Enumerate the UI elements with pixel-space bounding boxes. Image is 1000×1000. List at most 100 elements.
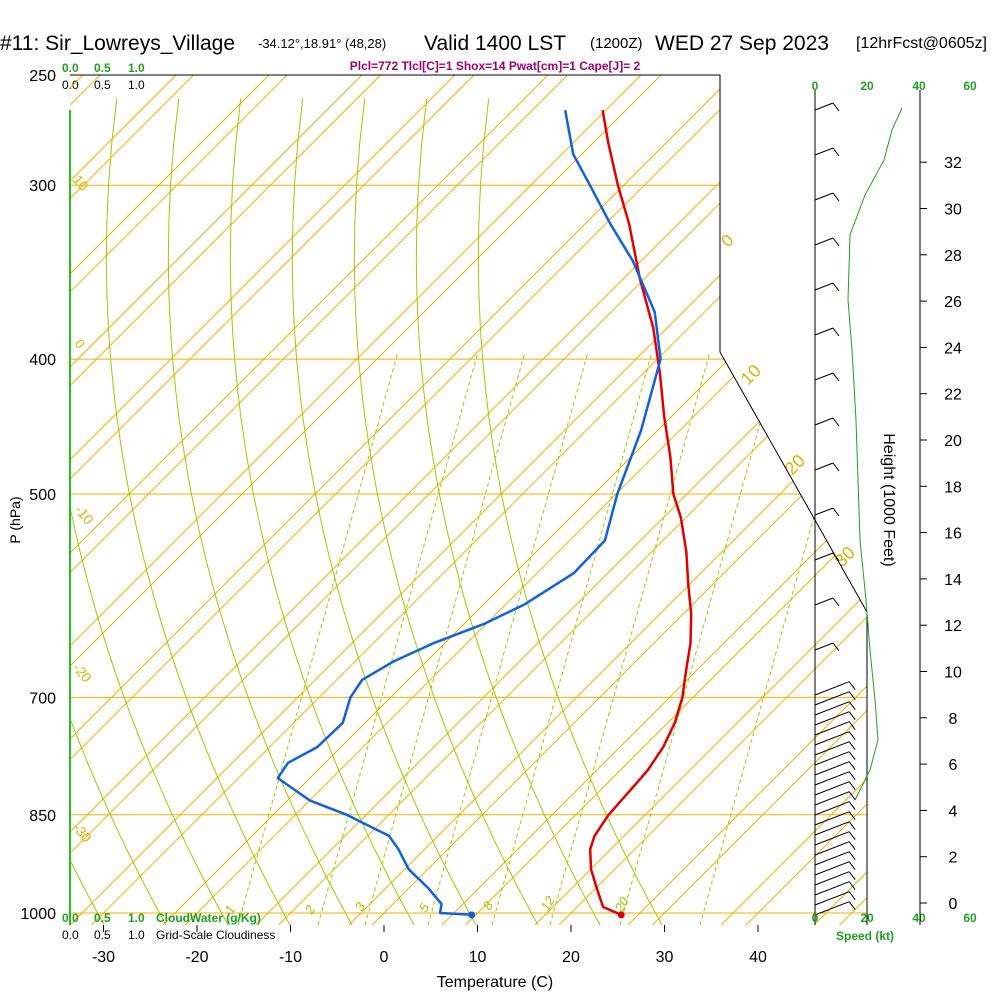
cloud-top-2: 1.0 (128, 61, 145, 75)
wind-barb (814, 552, 834, 561)
isotherm-line (70, 75, 849, 925)
adiabat-line (441, 75, 867, 925)
wind-barb (814, 282, 834, 291)
mixing-ratio-label: 3 (352, 899, 369, 913)
wind-barb (814, 831, 850, 846)
adiabat-line (162, 75, 867, 925)
wind-barb (814, 691, 850, 706)
wind-barb-flag (848, 741, 856, 751)
wind-barb (814, 597, 834, 606)
wind-barb (814, 891, 850, 906)
wind-barb-flag (832, 327, 840, 337)
dewpoint-line (276, 109, 662, 917)
mixing-ratio-label: 12 (538, 893, 559, 914)
isotherm-line (70, 75, 381, 925)
wind-barb (814, 761, 850, 776)
height-tick-label: 18 (944, 479, 962, 496)
mixing-ratio-label: 2 (301, 902, 318, 917)
wind-barb-flag (832, 417, 840, 427)
height-tick-label: 2 (949, 850, 958, 867)
isotherm-label: -30 (70, 820, 95, 846)
adiabat-line (70, 75, 363, 925)
isotherm-line (70, 75, 288, 925)
temperature-tick-label: -10 (279, 949, 302, 966)
pressure-tick-label: 850 (29, 808, 56, 825)
wind-barb-flag (848, 871, 856, 881)
cloud-scale-top: 0.0 0.5 1.0 0.0 0.5 1.0 (62, 61, 145, 92)
isotherm-label: -10 (72, 502, 97, 528)
stability-indices: Plcl=772 Tlcl[C]=1 Shox=14 Pwat[cm]=1 Ca… (350, 59, 641, 73)
adiabat-line (255, 75, 867, 925)
isotherm-line (933, 75, 1000, 925)
cloud-bot-b2: 1.0 (128, 928, 145, 942)
wind-barb (814, 721, 850, 736)
cloudwater-label: CloudWater (g/Kg) (156, 911, 261, 925)
cloudiness-label: Grid-Scale Cloudiness (156, 928, 275, 942)
wind-barb-flag (832, 282, 840, 292)
wind-barb (814, 861, 850, 876)
isotherm-line (184, 75, 867, 925)
wind-barb-flag (848, 811, 856, 821)
wind-barb (814, 507, 834, 516)
speed-bot-1: 20 (860, 911, 874, 925)
adiabat-line (70, 75, 456, 925)
cloud-bot-1: 0.5 (94, 911, 111, 925)
cloud-top-b1: 0.5 (94, 78, 111, 92)
adiabat-line (70, 75, 177, 925)
cloud-top-b0: 0.0 (62, 78, 79, 92)
sounding-profiles (276, 109, 693, 919)
cloud-bot-0: 0.0 (62, 911, 79, 925)
wind-barb-flag (832, 237, 840, 247)
speed-label: Speed (kt) (836, 929, 894, 943)
background-grid (70, 75, 1000, 925)
wind-barbs (814, 102, 856, 916)
wind-barb-flag (848, 821, 856, 831)
mixing-ratio-line (427, 351, 589, 925)
isotherm-label: 30 (831, 543, 859, 571)
temperature-ticks: -30 -20 -10 0 10 20 30 40 (92, 925, 767, 966)
wind-barb (814, 711, 850, 726)
height-tick-label: 20 (944, 433, 962, 450)
wind-barb-flag (848, 731, 856, 741)
wind-barb-flag (848, 771, 856, 781)
wind-barb-flag (848, 761, 856, 771)
wind-barb (814, 851, 850, 866)
temperature-tick-label: 0 (380, 949, 389, 966)
pressure-tick-label: 300 (29, 178, 56, 195)
wind-barb-flag (848, 861, 856, 871)
isotherm-label: 0 (72, 336, 88, 351)
mixing-ratio-line (237, 351, 399, 925)
moist-adiabat-line (291, 98, 477, 925)
height-tick-label: 32 (944, 155, 962, 172)
station-coords: -34.12°,18.91° (48,28) (258, 36, 386, 51)
valid-zulu: (1200Z) (590, 35, 643, 52)
wind-barb (814, 147, 834, 156)
station-title: #11: Sir_Lowreys_Village (0, 32, 235, 55)
valid-date: WED 27 Sep 2023 (655, 32, 829, 55)
moist-adiabat-line (70, 98, 229, 925)
wind-barb-flag (832, 192, 840, 202)
temperature-line (588, 109, 693, 916)
adiabat-line (70, 75, 828, 925)
mixing-ratio-label: 8 (480, 898, 497, 912)
wind-barb-flag (832, 597, 840, 607)
moist-adiabat-line (105, 98, 291, 925)
speed-top-2: 40 (912, 79, 926, 93)
cloud-bot-b1: 0.5 (94, 928, 111, 942)
cloud-bot-b0: 0.0 (62, 928, 79, 942)
wind-barb-flag (848, 791, 856, 801)
wind-barb-flag (832, 552, 840, 562)
isotherm-line (278, 75, 867, 925)
isotherm-line (70, 75, 475, 925)
isotherm-line (70, 75, 568, 925)
wind-barb-flag (848, 851, 856, 861)
speed-top-1: 20 (860, 79, 874, 93)
isotherm-line (70, 75, 662, 925)
adiabat-line (70, 75, 735, 925)
mixing-ratio-line (699, 351, 861, 925)
wind-barb-flag (848, 691, 856, 701)
adiabat-line (70, 75, 867, 925)
isotherm-line (371, 75, 867, 925)
isotherm-label: 20 (781, 451, 809, 479)
temperature-surface-point (617, 911, 625, 919)
